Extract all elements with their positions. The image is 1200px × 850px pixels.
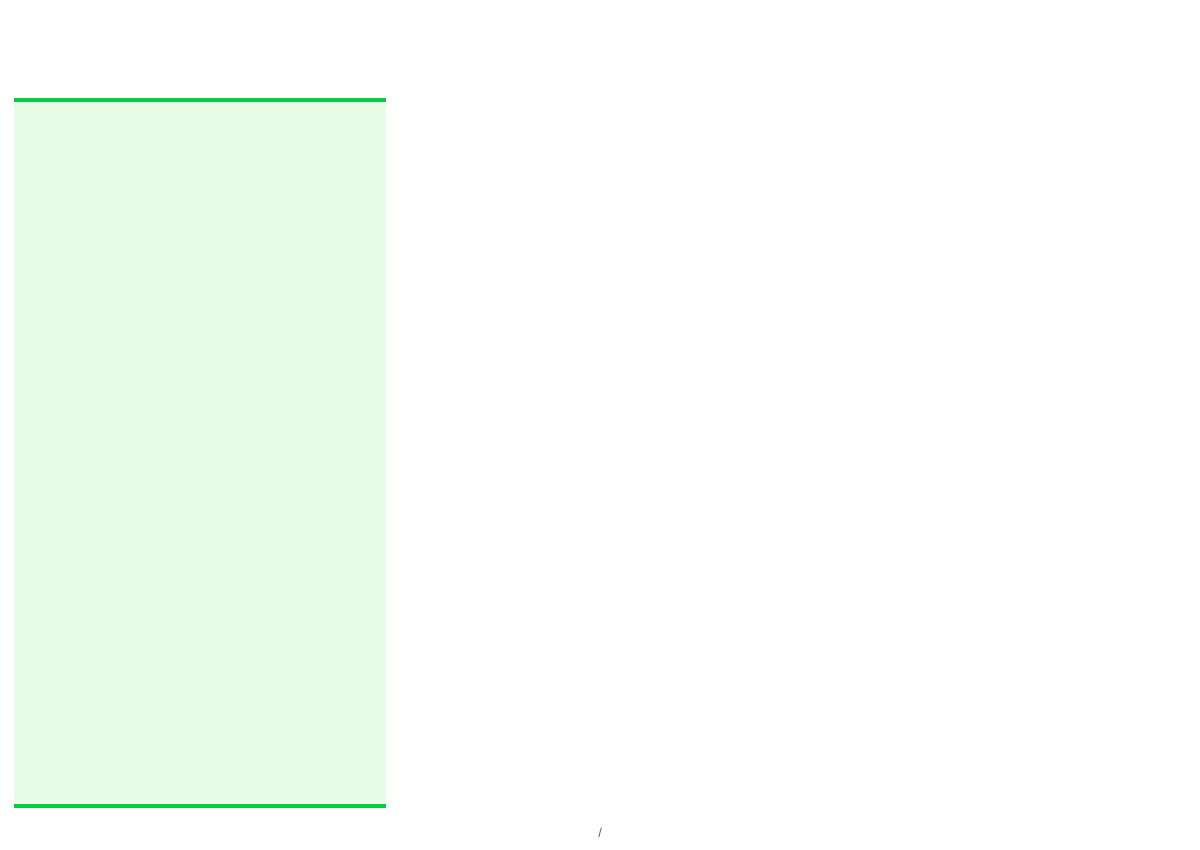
page-indicator: / [0, 825, 1200, 840]
colorbar [1128, 84, 1142, 214]
montage-panel [14, 98, 386, 808]
butterfly-plot [440, 78, 940, 218]
topomap [970, 84, 1120, 214]
panel-header [20, 108, 380, 112]
bipolar-column [20, 118, 200, 718]
avg-column [200, 118, 380, 718]
